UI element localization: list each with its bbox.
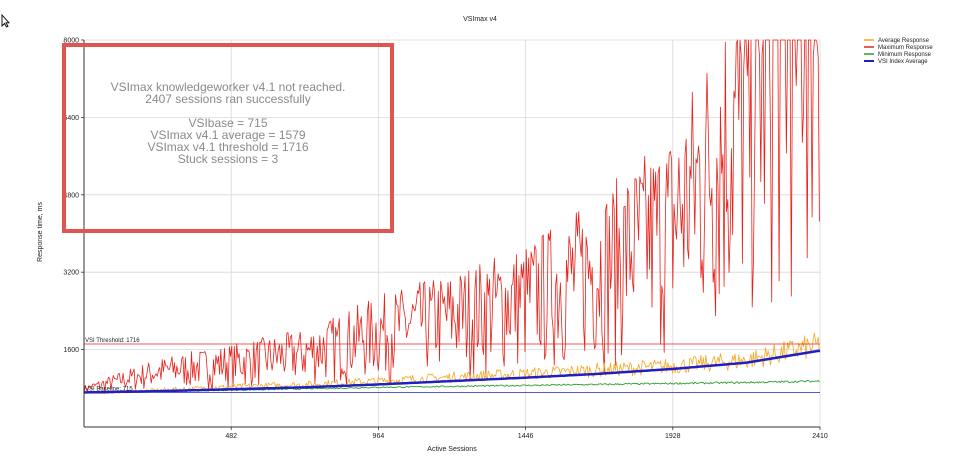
y-tick-label: 1600 [63,347,79,354]
y-tick-label: 8000 [63,38,79,45]
summary-line-average: VSImax v4.1 average = 1579 [150,128,306,142]
axes: 482 964 1446 1928 2410 1600 3200 4800 6400 8000 [63,38,827,441]
x-tick-label: 1928 [665,433,681,440]
mouse-cursor-icon [1,13,11,33]
y-tick-label: 6400 [63,115,79,122]
legend-label: VSI Index Average [878,59,928,65]
chart-title: VSImax v4 [463,16,497,23]
summary-line-sessions: 2407 sessions ran successfully [145,92,311,106]
summary-line-stuck: Stuck sessions = 3 [177,152,279,166]
summary-line-threshold: VSImax v4.1 threshold = 1716 [147,140,309,154]
plot-area [83,39,821,395]
x-axis-title: Active Sessions [427,446,477,453]
y-axis-title: Response time, ms [37,202,44,262]
x-tick-label: 964 [373,433,385,440]
summary-line-status: VSImax knowledgeworker v4.1 not reached. [110,80,346,94]
x-tick-label: 482 [225,433,237,440]
summary-annotation-box: VSImax knowledgeworker v4.1 not reached.… [62,43,394,233]
y-tick-label: 3200 [63,270,79,277]
reference-lines: VSI Threshold: 1716 VSI Baseline: 715 [84,338,820,393]
legend-label: Maximum Response [878,45,933,51]
legend-label: Minimum Response [878,52,932,58]
legend-label: Average Response [878,38,930,44]
series-line-maximum-response [83,39,820,395]
summary-line-vsibase: VSIbase = 715 [188,116,268,130]
reference-line-label: VSI Threshold: 1716 [85,338,140,344]
x-tick-label: 1446 [518,433,534,440]
reference-line-label: VSI Baseline: 715 [85,386,133,392]
x-tick-label: 2410 [812,433,828,440]
series-line-vsi-index-average [84,349,821,394]
y-tick-label: 4800 [63,192,79,199]
grid [84,39,821,427]
